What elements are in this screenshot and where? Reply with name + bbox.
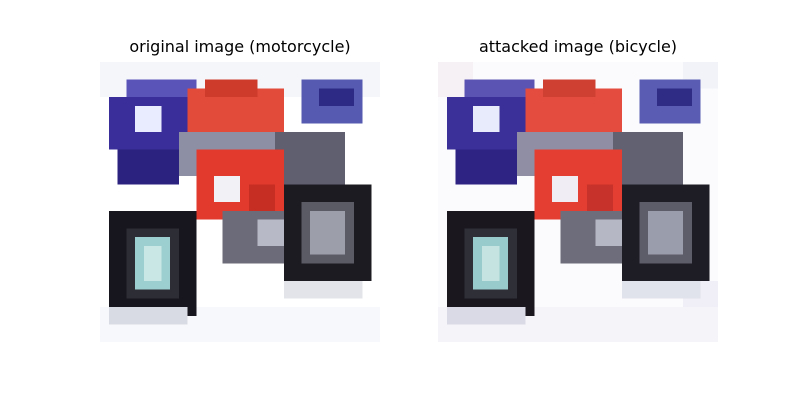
attacked-image-panel: attacked image (bicycle) (400, 0, 800, 400)
original-image-title: original image (motorcycle) (129, 37, 351, 56)
original-image-panel: original image (motorcycle) (100, 37, 380, 342)
attacked-motorcycle-image (438, 62, 718, 342)
motorcycle-illustration (100, 62, 380, 342)
original-motorcycle-image (100, 62, 380, 342)
motorcycle-illustration-perturbed (438, 62, 718, 342)
attacked-image-title: attacked image (bicycle) (478, 37, 678, 56)
